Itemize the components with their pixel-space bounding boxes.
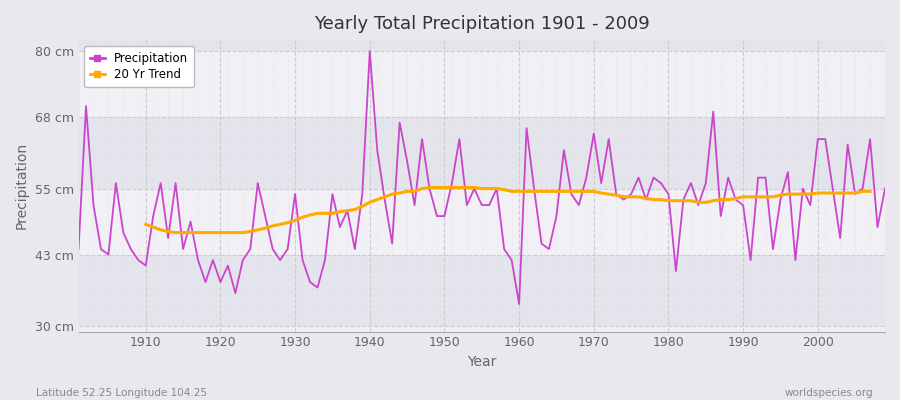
Bar [78,188,885,254]
Y-axis label: Precipitation: Precipitation [15,142,29,230]
Legend: Precipitation, 20 Yr Trend: Precipitation, 20 Yr Trend [85,46,194,87]
X-axis label: Year: Year [467,355,497,369]
Bar [78,117,885,188]
Bar [78,254,885,326]
Text: worldspecies.org: worldspecies.org [785,388,873,398]
Bar [78,51,885,117]
Bar [78,40,885,51]
Text: Latitude 52.25 Longitude 104.25: Latitude 52.25 Longitude 104.25 [36,388,207,398]
Title: Yearly Total Precipitation 1901 - 2009: Yearly Total Precipitation 1901 - 2009 [314,15,650,33]
Bar [78,326,885,332]
